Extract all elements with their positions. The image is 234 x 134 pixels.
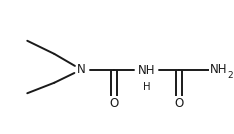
Text: NH: NH (138, 64, 155, 77)
Text: 2: 2 (227, 71, 233, 80)
Text: O: O (109, 97, 119, 110)
Text: NH: NH (210, 63, 227, 76)
Text: H: H (143, 82, 150, 92)
Text: N: N (77, 63, 86, 76)
Text: O: O (175, 97, 184, 110)
